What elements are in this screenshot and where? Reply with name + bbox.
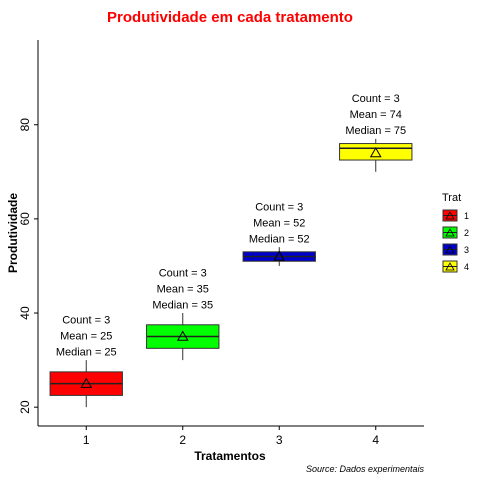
mean-marker [273,250,286,261]
box-group-1 [49,360,123,408]
x-tick-label: 2 [179,433,186,447]
annotation-line: Mean = 74 [350,109,402,121]
annotation-line: Median = 35 [152,299,213,311]
annotation-line: Mean = 52 [253,217,305,229]
x-tick-label: 4 [372,433,379,447]
y-tick-label: 80 [18,118,32,132]
y-tick-label: 20 [18,400,32,414]
x-tick-label: 1 [83,433,90,447]
box-group-3 [242,247,316,266]
mean-marker [80,377,93,388]
mean-marker [369,146,382,158]
mean-marker [176,330,189,341]
legend-mean-marker [445,262,455,271]
annotation-line: Count = 3 [62,314,110,326]
annotation-line: Mean = 25 [60,330,112,342]
legend: Trat 1 2 3 4 [442,192,469,273]
legend-label: 1 [464,211,469,221]
source-caption: Source: Dados experimentais [306,464,425,474]
legend-mean-marker [445,245,455,254]
legend-item-2: 2 [442,226,469,239]
box-4 [339,143,413,161]
legend-item-1: 1 [442,209,469,222]
legend-mean-marker [445,211,455,220]
box-group-2 [146,313,220,361]
x-axis-title: Tratamentos [194,449,266,463]
legend-label: 3 [464,245,469,255]
stat-annotations: Count = 3 Mean = 25 Median = 25 Count = 3 Me… [56,93,406,358]
legend-label: 2 [464,228,469,238]
annotation-line: Mean = 35 [157,283,209,295]
annotation-line: Count = 3 [255,201,303,213]
annotation-line: Count = 3 [352,93,400,105]
x-ticks: 1 2 3 4 [83,426,379,447]
legend-item-4: 4 [442,260,469,273]
annotation-line: Median = 52 [249,233,310,245]
annotation-line: Median = 25 [56,346,117,358]
box-group-4 [339,138,413,172]
chart-title: Produtividade em cada tratamento [107,9,353,26]
x-tick-label: 3 [276,433,283,447]
y-tick-label: 60 [18,212,32,226]
legend-mean-marker [445,228,455,237]
y-ticks: 20 40 60 80 [18,118,38,414]
plot-marks [49,138,413,408]
legend-title: Trat [442,192,461,204]
y-tick-label: 40 [18,306,32,320]
legend-item-3: 3 [442,243,469,256]
y-axis-title: Produtividade [6,193,20,273]
annotation-line: Median = 75 [345,125,406,137]
annotation-line: Count = 3 [159,267,207,279]
legend-label: 4 [464,262,469,272]
